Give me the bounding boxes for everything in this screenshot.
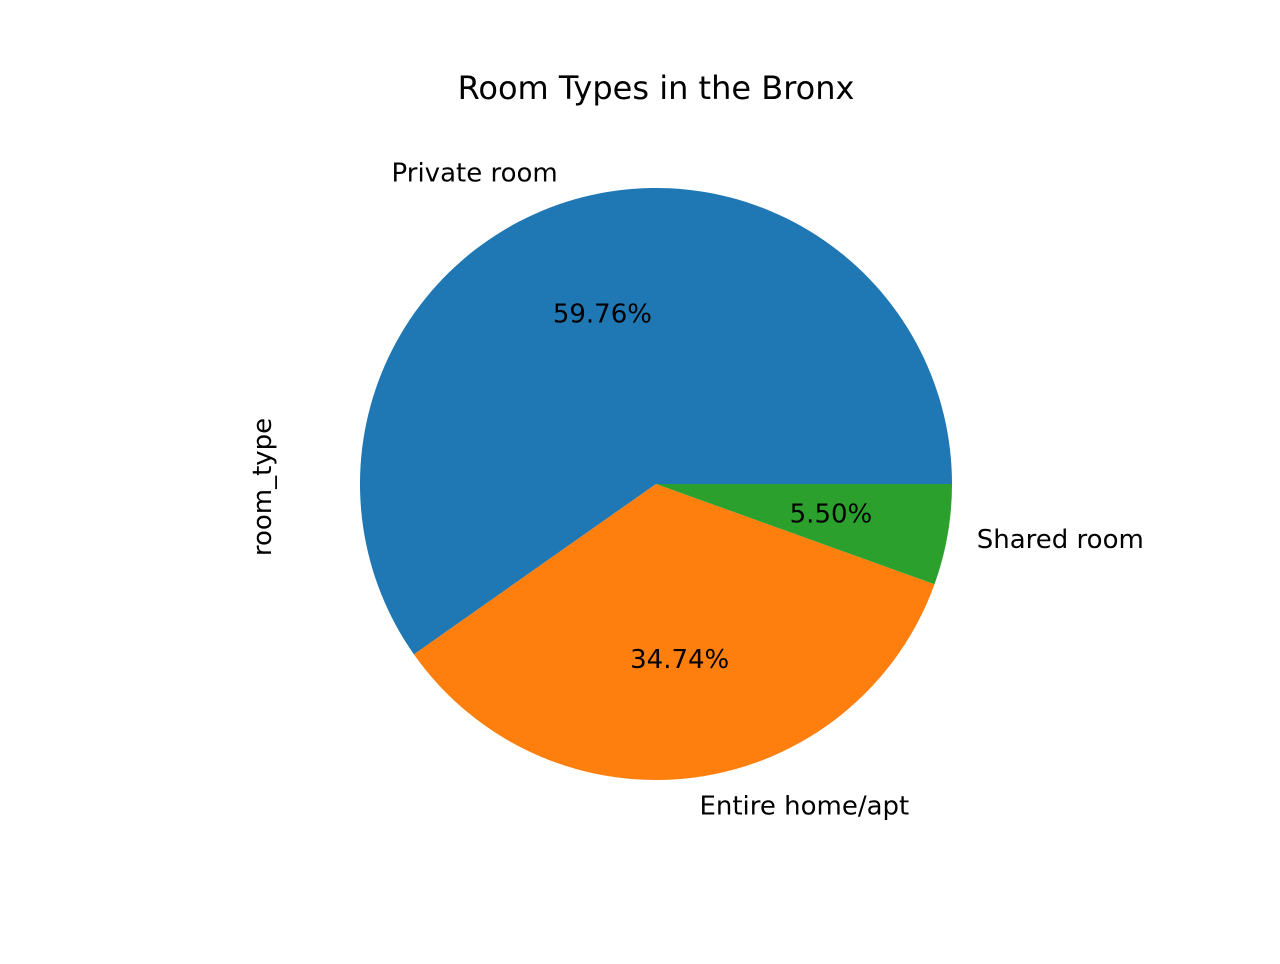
slice-percent-0: 59.76% bbox=[553, 300, 652, 330]
pie-slice-2 bbox=[656, 484, 952, 585]
pie-labels: Private room 59.76% Entire home/apt 34.74% S… bbox=[392, 159, 1144, 822]
pie-slice-1 bbox=[413, 484, 935, 780]
slice-percent-1: 34.74% bbox=[630, 645, 729, 675]
slice-label-0: Private room bbox=[392, 159, 558, 189]
y-axis-label: room_type bbox=[248, 418, 278, 556]
pie-slices bbox=[359, 188, 952, 780]
slice-percent-2: 5.50% bbox=[790, 500, 873, 530]
slice-label-2: Shared room bbox=[977, 525, 1144, 555]
chart-title: Room Types in the Bronx bbox=[458, 69, 855, 107]
slice-label-1: Entire home/apt bbox=[699, 792, 909, 822]
pie-slice-0 bbox=[359, 188, 952, 655]
